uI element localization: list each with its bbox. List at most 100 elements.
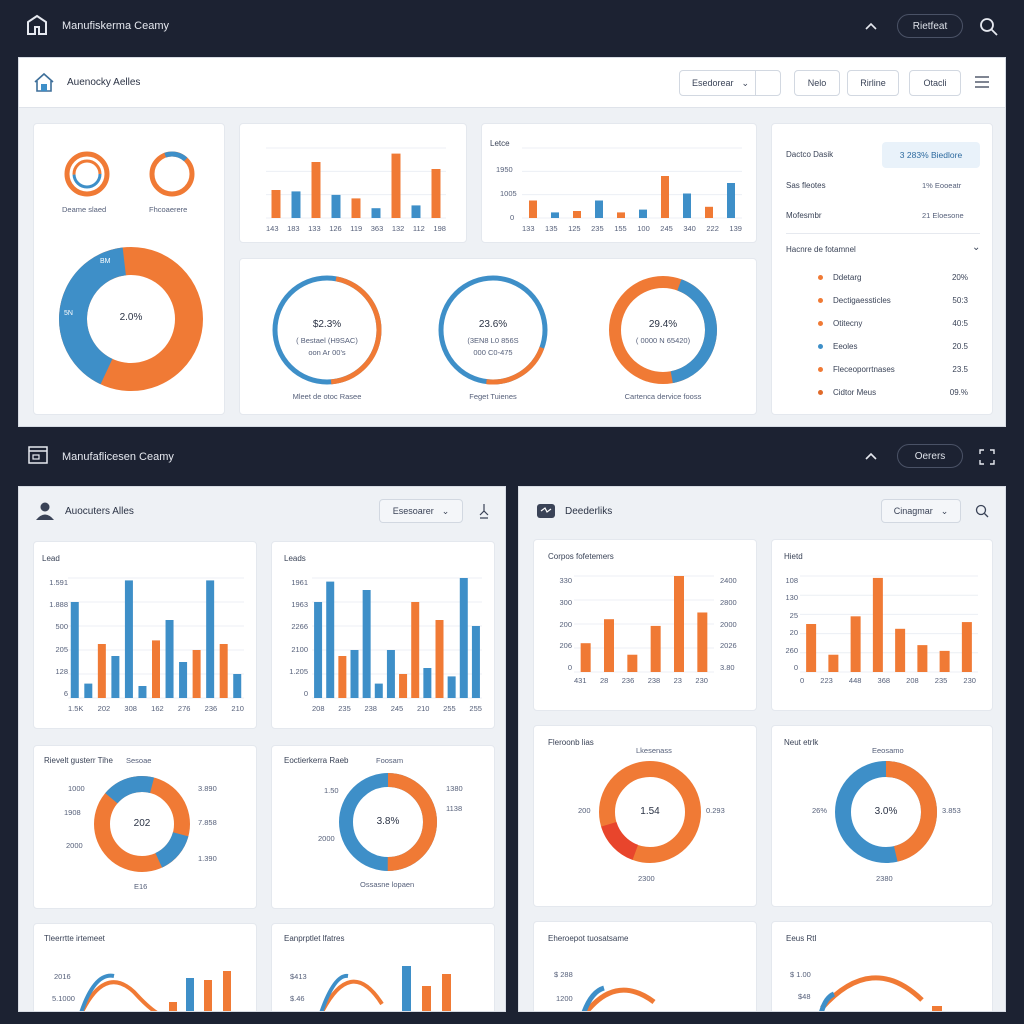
bar-mark	[97, 644, 106, 698]
y-tick: 1961	[291, 578, 308, 587]
y-axis: 1.591 1.888 500 205 128 6	[38, 578, 68, 698]
y-tick: 130	[785, 593, 798, 603]
menu-icon[interactable]	[975, 76, 989, 88]
bar-mark	[411, 602, 420, 698]
bar-mark	[939, 650, 950, 672]
big-donut-label-left: 5N	[64, 310, 73, 317]
summary-list: Dactco Dasik 3 283% Biedlore Sas fleotes…	[771, 123, 993, 415]
expand-icon[interactable]	[979, 449, 995, 465]
bottom-chart-left-2: Eanprptlet lfatres $413 $.46	[271, 923, 495, 1011]
leads-chart-card: Leads 1961 1963 2266 2100 1.205 0 208 23…	[271, 541, 495, 729]
y-axis-left: 330 300 200 206 0	[540, 576, 572, 672]
bar-mark	[84, 683, 93, 698]
search-icon[interactable]	[979, 17, 999, 37]
bar-mark	[169, 1002, 177, 1011]
y-tick: 200	[559, 619, 572, 629]
y-tick: $413	[290, 972, 307, 981]
tick-label: 183	[287, 224, 300, 233]
small-donut-2-label: Fhcoaerere	[149, 205, 188, 214]
donut-row-card: $2.3% ( Bestael (H9SAC) oon Ar 00's Mlee…	[239, 258, 757, 415]
chart-title: Eeus RtI	[786, 934, 817, 943]
left-panel-title: Auocuters Alles	[65, 506, 134, 517]
section2-button[interactable]: Oerers	[897, 444, 963, 468]
top-bar: Manufiskerma Ceamy Rietfeat	[0, 0, 1024, 54]
x-tick: 202	[97, 704, 111, 713]
y-tick: 2000	[720, 619, 737, 629]
x-tick: 236	[204, 704, 218, 713]
corpos-chart-svg	[574, 575, 714, 673]
y-tick: 0	[510, 213, 515, 222]
bar-chart-1-svg	[266, 147, 446, 219]
y-tick: 25	[789, 610, 798, 620]
donut-a	[272, 275, 382, 385]
search-icon[interactable]	[975, 504, 989, 518]
chart-title: Rievelt gusterr Tihe	[44, 756, 113, 765]
bar-mark	[595, 200, 603, 218]
donut-b-sub: 000 C0-475	[473, 348, 513, 357]
y-tick: 1950	[496, 165, 513, 174]
x-tick: 0	[800, 676, 805, 685]
right-panel-dropdown[interactable]: Cinagmar ⌄	[881, 499, 961, 523]
rirline-button[interactable]: Rirline	[847, 70, 899, 96]
app-title: Manufiskerma Ceamy	[62, 20, 169, 32]
y-tick: 1963	[291, 600, 308, 610]
bar-chart-1: 143 183 133 126 119 363 132 112 198	[239, 123, 467, 243]
y-tick: 206	[559, 641, 572, 651]
small-donut-2	[149, 151, 195, 197]
bar-mark	[442, 974, 451, 1011]
x-tick: 245	[390, 704, 404, 713]
chevron-down-icon[interactable]: ⌄	[972, 242, 981, 253]
bar-mark	[674, 576, 684, 672]
tick-label: 100	[637, 224, 650, 233]
dropdown-label: Esesoarer	[392, 506, 434, 516]
y-tick: 1.591	[49, 578, 68, 587]
bar-mark	[604, 619, 614, 672]
summary-row-label: Sas fleotes	[786, 181, 826, 190]
bar-mark	[165, 620, 174, 698]
bar-mark	[350, 650, 359, 698]
otacli-button[interactable]: Otacli	[909, 70, 961, 96]
bar-mark	[219, 644, 228, 698]
refresh-button[interactable]: Rietfeat	[897, 14, 963, 38]
home-icon[interactable]	[26, 14, 48, 36]
left-panel-dropdown[interactable]: Esesoarer ⌄	[379, 499, 463, 523]
y-tick: 2400	[720, 576, 737, 585]
y-axis: 108 130 25 20 260 0	[776, 576, 798, 672]
y-axis: 1961 1963 2266 2100 1.205 0	[276, 578, 308, 698]
donut-b-sub: (3EN8 L0 856S	[467, 336, 519, 345]
x-tick: 308	[124, 704, 137, 713]
summary-row-value: 21 Eloesone	[922, 211, 964, 220]
nelo-button[interactable]: Nelo	[794, 70, 840, 96]
chevron-down-icon: ⌄	[741, 77, 750, 88]
bar-mark	[326, 581, 335, 698]
donut-b-value: 23.6%	[478, 319, 508, 330]
bar-mark	[727, 183, 735, 218]
x-tick: 235	[338, 704, 351, 713]
bar-mark	[338, 656, 347, 698]
donut-bottom-label: 2380	[876, 874, 893, 883]
arrow-up-icon[interactable]	[864, 450, 878, 464]
x-tick: 1.5K	[68, 704, 84, 713]
x-axis: 208 235 238 245 210 255 255	[312, 704, 482, 713]
donut-center: 3.0%	[874, 806, 898, 817]
legend-item: Ddetarg 20%	[818, 266, 968, 289]
y-tick: 108	[785, 576, 798, 585]
filter-dropdown[interactable]: Esedorear ⌄	[679, 70, 781, 96]
summary-row-label: Mofesmbr	[786, 211, 822, 220]
y-tick: 2100	[291, 644, 308, 654]
x-tick: 210	[231, 704, 244, 713]
y-tick: 205	[55, 644, 68, 654]
panel-header: Auenocky Aelles Esedorear ⌄ Nelo Rirline…	[19, 58, 1005, 108]
section2-title: Manufaflicesen Ceamy	[62, 451, 174, 463]
x-tick: 235	[934, 676, 948, 685]
chevron-down-icon: ⌄	[441, 505, 450, 516]
legend-item: Dectigaessticles 50:3	[818, 289, 968, 312]
bar-mark	[423, 668, 432, 698]
bar-chart-2: Letce 1950 1005 0 133 135 125 235 155 10…	[481, 123, 757, 243]
arrow-up-icon[interactable]	[864, 20, 878, 34]
y-tick: 2266	[291, 622, 308, 632]
hietd-chart-card: Hietd 108 130 25 20 260 0 0 223 448 368 …	[771, 539, 993, 711]
window-icon	[28, 446, 48, 464]
donut-side-label: 7.858	[198, 818, 217, 827]
sort-icon[interactable]	[477, 503, 491, 519]
